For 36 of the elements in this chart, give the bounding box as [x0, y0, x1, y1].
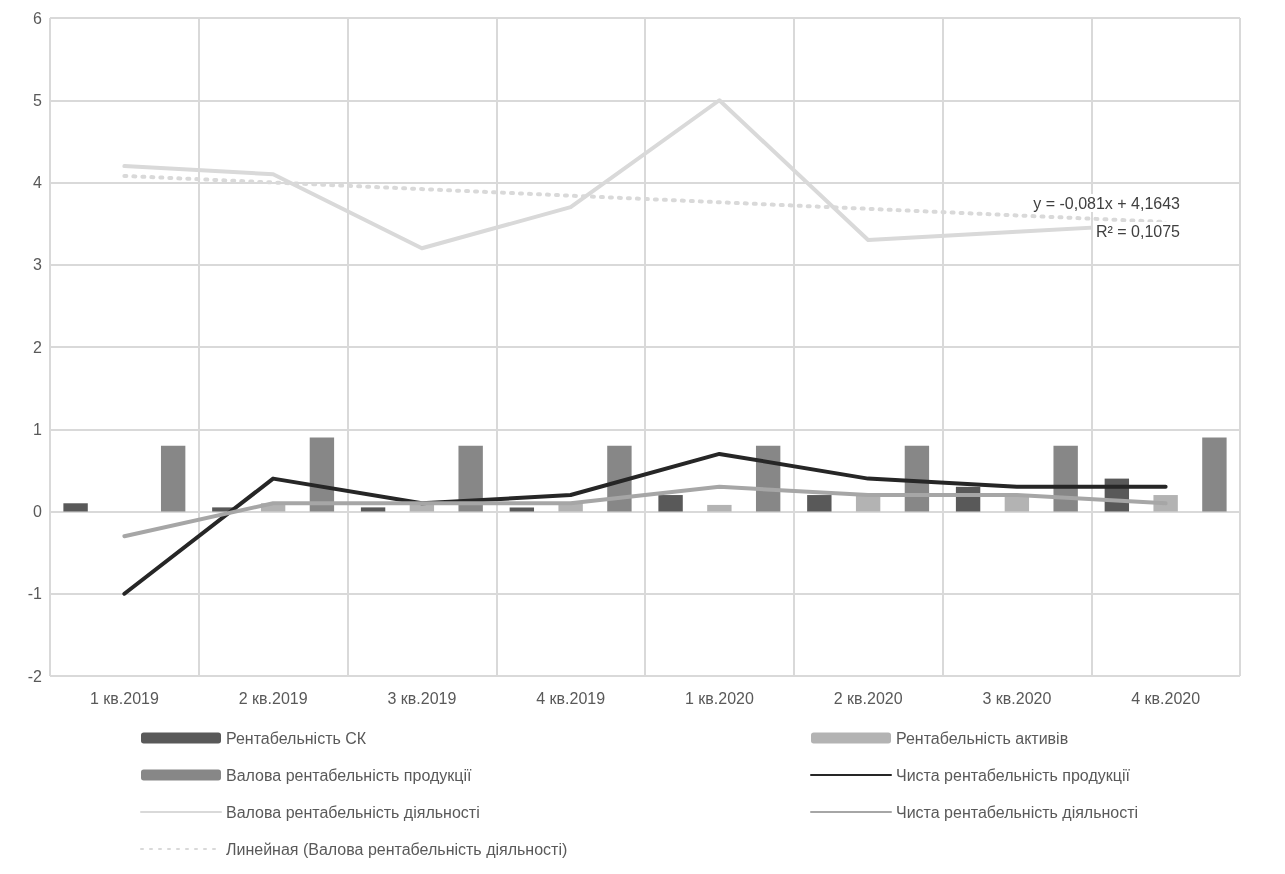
line-series — [122, 451, 1168, 596]
bar — [1202, 437, 1227, 512]
y-tick-label: 6 — [33, 9, 43, 27]
x-tick-label: 3 кв.2020 — [982, 689, 1052, 707]
y-tick-label: 4 — [33, 174, 43, 191]
x-tick-label: 1 кв.2020 — [684, 689, 754, 707]
x-tick-label: 1 кв.2019 — [89, 689, 159, 707]
y-tick-label: -1 — [27, 585, 43, 603]
legend-label: Валова рентабельність продукції — [226, 766, 473, 784]
bar — [707, 504, 732, 512]
y-tick-label: 1 — [33, 420, 43, 438]
bar — [509, 507, 535, 512]
legend-label: Линейная (Валова рентабельність діяльності) — [226, 840, 568, 858]
legend-label: Валова рентабельність діяльності — [226, 803, 480, 821]
y-tick-label: 2 — [33, 338, 43, 356]
y-tick-label: 3 — [33, 256, 43, 274]
bar — [160, 445, 186, 512]
x-tick-label: 3 кв.2019 — [387, 689, 457, 707]
legend-label: Рентабельність СК — [226, 729, 367, 747]
x-tick-label: 4 кв.2020 — [1131, 689, 1201, 707]
annotation: y = -0,081x + 4,1643 — [1033, 194, 1181, 212]
x-tick-label: 2 кв.2020 — [833, 689, 903, 707]
bar — [360, 507, 386, 512]
bar — [658, 495, 683, 512]
legend-label: Чиста рентабельність продукції — [896, 766, 1131, 784]
y-tick-label: 0 — [33, 503, 43, 520]
y-tick-label: -2 — [27, 667, 43, 685]
x-tick-label: 4 кв.2019 — [536, 689, 606, 707]
line-series — [122, 484, 1168, 539]
bar — [807, 495, 832, 512]
x-tick-label: 2 кв.2019 — [238, 689, 308, 707]
y-tick-label: 5 — [33, 91, 43, 109]
bar — [63, 503, 88, 512]
legend-label: Чиста рентабельність діяльності — [896, 803, 1139, 821]
annotation: R² = 0,1075 — [1095, 222, 1181, 240]
legend-label: Рентабельність активів — [896, 729, 1069, 747]
